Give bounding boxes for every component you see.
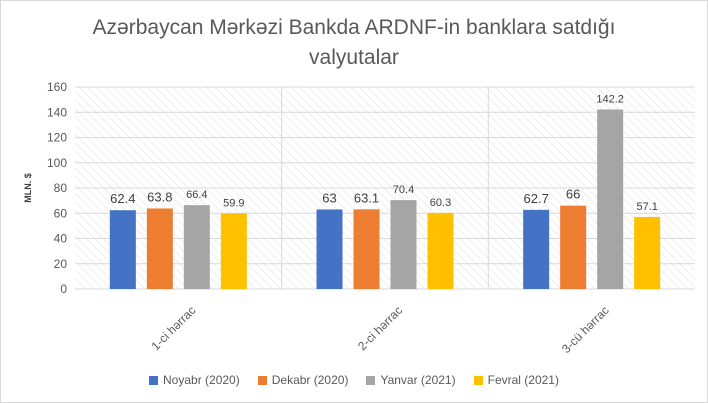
legend-label: Noyabr (2020) [163, 373, 240, 387]
data-label: 70.4 [393, 184, 414, 196]
data-label: 63 [322, 190, 336, 205]
data-label: 66.4 [186, 189, 207, 201]
y-axis-ticks: 0 20 40 60 80 100 120 140 160 [47, 80, 67, 296]
bar [597, 109, 624, 289]
y-axis-label: MLN. $ [23, 173, 33, 203]
data-label: 60.3 [430, 197, 451, 209]
chart-title: Azərbaycan Mərkəzi Bankda ARDNF-in bankl… [1, 13, 707, 73]
y-tick-label: 20 [54, 257, 68, 271]
data-labels: 62.4 63 62.7 63.8 63.1 66 66.4 70.4 142.2 59.9 60.… [110, 93, 658, 212]
y-tick-label: 40 [54, 232, 68, 246]
legend-item: Yanvar (2021) [366, 373, 456, 387]
legend-swatch [473, 375, 483, 385]
data-label: 66 [566, 187, 580, 202]
gridlines [75, 86, 695, 290]
data-label: 59.9 [223, 197, 244, 209]
data-label: 63.8 [147, 189, 172, 204]
chart-title-line-2: valyutalar [309, 46, 399, 69]
bar [560, 205, 587, 289]
y-tick-label: 0 [60, 282, 67, 296]
data-label: 57.1 [636, 201, 657, 213]
legend-item: Noyabr (2020) [149, 373, 240, 387]
y-tick-label: 160 [47, 80, 67, 94]
bar [390, 200, 417, 289]
bar [523, 209, 550, 289]
y-tick-label: 60 [54, 206, 68, 220]
legend-item: Fevral (2021) [473, 373, 559, 387]
bar [427, 212, 454, 289]
legend-label: Dekabr (2020) [271, 373, 349, 387]
bars [109, 109, 661, 289]
legend-swatch [149, 375, 159, 385]
chart-title-line-1: Azərbaycan Mərkəzi Bankda ARDNF-in bankl… [92, 16, 616, 39]
legend-swatch [366, 375, 376, 385]
bar [353, 209, 380, 289]
y-tick-label: 100 [47, 156, 67, 170]
legend: Noyabr (2020) Dekabr (2020) Yanvar (2021) F… [1, 373, 707, 387]
legend-label: Fevral (2021) [487, 373, 559, 387]
y-tick-label: 80 [54, 181, 68, 195]
y-tick-label: 140 [47, 105, 67, 119]
category-separators [281, 87, 489, 289]
y-tick-label: 120 [47, 131, 67, 145]
bar [220, 213, 247, 289]
bar [316, 209, 343, 289]
bar [109, 210, 136, 289]
data-label: 63.1 [354, 190, 379, 205]
x-category-label: 3-cü hərrac [559, 303, 612, 356]
bar [146, 208, 173, 289]
bar [183, 205, 210, 289]
x-category-label: 1-ci hərrac [148, 303, 198, 353]
legend-item: Dekabr (2020) [257, 373, 349, 387]
legend-swatch [257, 375, 267, 385]
legend-label: Yanvar (2021) [380, 373, 456, 387]
data-label: 142.2 [596, 93, 624, 105]
data-label: 62.4 [110, 191, 135, 206]
bar [634, 216, 661, 289]
x-axis-categories: 1-ci hərrac 2-ci hərrac 3-cü hərrac [148, 303, 611, 356]
x-category-label: 2-ci hərrac [355, 303, 405, 353]
data-label: 62.7 [524, 191, 549, 206]
